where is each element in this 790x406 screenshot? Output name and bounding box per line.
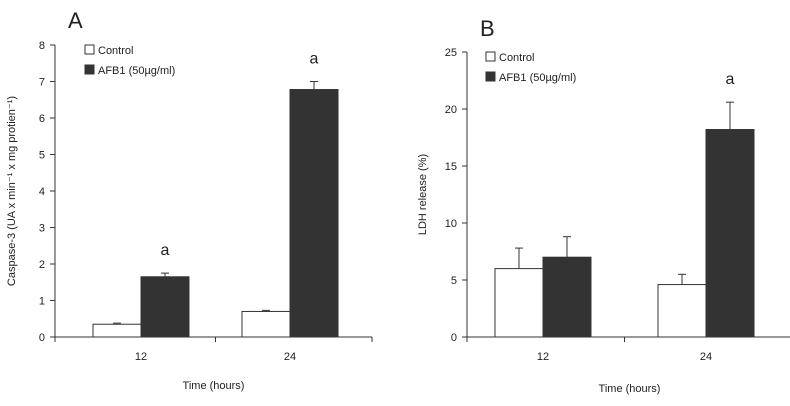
panel-b-bar-afb1 (542, 256, 592, 338)
panel-a-legend-label-control: Control (98, 45, 133, 57)
panel-a-x-axis-title: Time (hours) (183, 380, 245, 392)
panel-a-y-tick-label: 5 (39, 150, 45, 162)
panel-a-y-tick-label: 6 (39, 113, 45, 125)
panel-a-legend-swatch-afb1 (84, 64, 95, 75)
panel-b-letter: B (480, 16, 495, 41)
panel-b-y-tick-label: 25 (445, 47, 457, 59)
panel-b-bar-control (494, 268, 544, 338)
panel-a-y-tick-label: 0 (39, 332, 45, 344)
panel-a-legend-label-afb1: AFB1 (50µg/ml) (98, 65, 175, 77)
panel-a-y-tick-label: 3 (39, 223, 45, 235)
panel-b-x-tick-label: 24 (700, 351, 712, 363)
panel-a-y-tick-label: 1 (39, 296, 45, 308)
panel-b-y-tick-label: 0 (451, 332, 457, 344)
panel-a-bar-control (92, 323, 142, 338)
panel-b-y-tick-label: 5 (451, 275, 457, 287)
panel-b-legend-label-control: Control (499, 52, 534, 64)
panel-b-y-tick-label: 10 (445, 218, 457, 230)
panel-a-y-axis-title: Caspase-3 (UA x min⁻¹ x mg protien⁻¹) (6, 96, 18, 286)
panel-b-x-axis-title: Time (hours) (599, 383, 661, 395)
panel-a-letter: A (68, 8, 83, 33)
panel-b-x-tick-label: 12 (537, 351, 549, 363)
panel-a-bar-control (241, 310, 291, 338)
panel-a-x-tick-label: 24 (284, 351, 296, 363)
panel-b-significance-label: a (726, 71, 735, 88)
panel-b-y-tick-label: 20 (445, 104, 457, 116)
panel-b-y-tick-label: 15 (445, 161, 457, 173)
panel-a-significance-label: a (310, 51, 319, 68)
panel-a-y-tick-label: 8 (39, 40, 45, 52)
panel-b-bar-control (657, 284, 707, 338)
panel-b-legend-label-afb1: AFB1 (50µg/ml) (499, 72, 576, 84)
panel-a-significance-label: a (161, 242, 170, 259)
panel-a-bar-afb1 (140, 276, 190, 338)
panel-b-legend-swatch-control (485, 51, 496, 62)
panel-a-bar-afb1 (289, 89, 339, 338)
panel-b-legend-swatch-afb1 (485, 71, 496, 82)
panel-a-y-tick-label: 4 (39, 186, 45, 198)
panel-a-y-tick-label: 7 (39, 77, 45, 89)
panel-b-y-axis-title: LDH release (%) (417, 154, 429, 235)
panel-a-x-tick-label: 12 (135, 351, 147, 363)
panel-b-bar-afb1 (705, 129, 755, 338)
panel-a-legend-swatch-control (84, 44, 95, 55)
panel-a-y-tick-label: 2 (39, 259, 45, 271)
panel-b-chart: B 0 5 10 15 20 25 12 24 a Time (hours) LDH release … (417, 16, 790, 395)
